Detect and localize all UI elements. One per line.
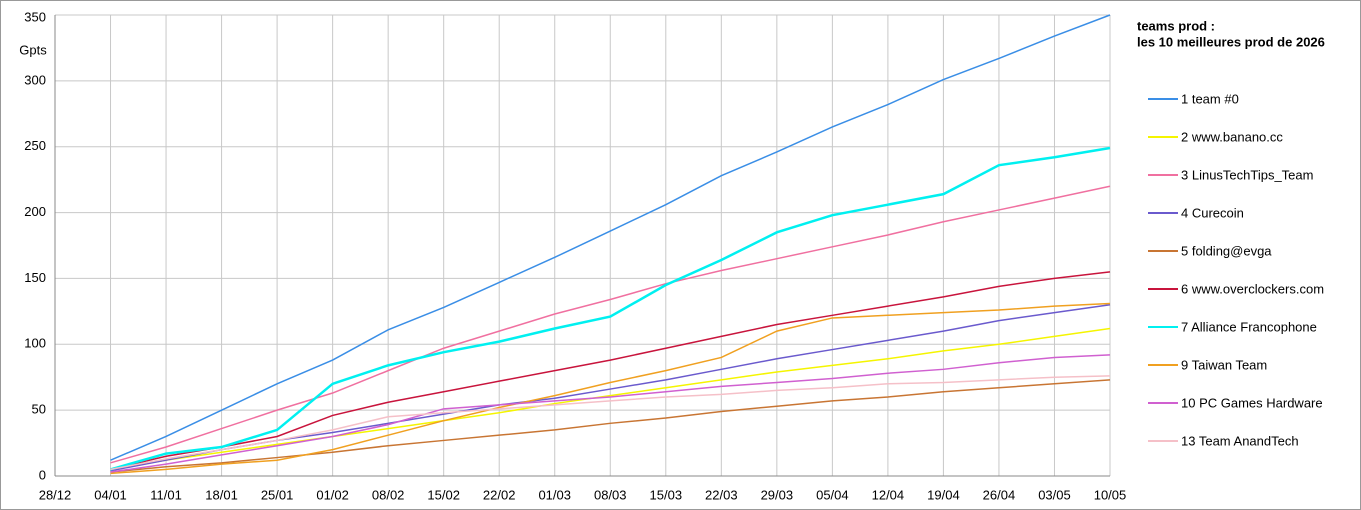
legend-label: 3 LinusTechTips_Team xyxy=(1181,167,1313,182)
legend-label: 13 Team AnandTech xyxy=(1181,433,1299,448)
x-tick-label: 25/01 xyxy=(261,487,294,502)
chart-subtitle: les 10 meilleures prod de 2026 xyxy=(1137,34,1325,49)
y-tick-label: 300 xyxy=(24,72,46,87)
x-tick-label: 18/01 xyxy=(205,487,238,502)
y-tick-label: 0 xyxy=(39,467,46,482)
x-tick-label: 08/03 xyxy=(594,487,627,502)
x-tick-label: 22/02 xyxy=(483,487,516,502)
y-tick-label: 250 xyxy=(24,138,46,153)
legend-label: 1 team #0 xyxy=(1181,91,1239,106)
x-tick-label: 04/01 xyxy=(94,487,127,502)
x-tick-label: 29/03 xyxy=(761,487,794,502)
series-line xyxy=(110,185,1111,464)
legend-label: 10 PC Games Hardware xyxy=(1181,395,1323,410)
series-line xyxy=(110,302,1111,475)
y-axis-label: Gpts xyxy=(19,42,47,57)
y-tick-label: 50 xyxy=(32,402,46,417)
x-tick-label: 22/03 xyxy=(705,487,738,502)
x-tick-label: 10/05 xyxy=(1094,487,1127,502)
x-tick-label: 15/03 xyxy=(650,487,683,502)
y-tick-label: 350 xyxy=(24,9,46,24)
legend-label: 6 www.overclockers.com xyxy=(1181,281,1324,296)
x-tick-label: 19/04 xyxy=(927,487,960,502)
series-line xyxy=(110,146,1111,471)
x-tick-label: 28/12 xyxy=(39,487,72,502)
series-line xyxy=(110,354,1111,473)
series-line xyxy=(110,375,1111,471)
legend-label: 5 folding@evga xyxy=(1181,243,1272,258)
x-tick-label: 01/02 xyxy=(316,487,349,502)
legend-label: 2 www.banano.cc xyxy=(1181,129,1283,144)
x-tick-label: 26/04 xyxy=(983,487,1016,502)
legend-label: 9 Taiwan Team xyxy=(1181,357,1267,372)
chart-title: teams prod : xyxy=(1137,18,1215,33)
series-line xyxy=(110,271,1111,471)
series-line xyxy=(110,327,1111,471)
y-tick-label: 200 xyxy=(24,204,46,219)
series-line xyxy=(110,14,1111,461)
x-tick-label: 05/04 xyxy=(816,487,849,502)
y-tick-label: 100 xyxy=(24,336,46,351)
series-line xyxy=(110,379,1111,473)
legend-label: 7 Alliance Francophone xyxy=(1181,319,1317,334)
x-tick-label: 01/03 xyxy=(538,487,571,502)
x-tick-label: 15/02 xyxy=(427,487,460,502)
x-tick-label: 11/01 xyxy=(150,487,182,502)
y-tick-label: 150 xyxy=(24,270,46,285)
x-tick-label: 08/02 xyxy=(372,487,405,502)
legend-label: 4 Curecoin xyxy=(1181,205,1244,220)
x-tick-label: 03/05 xyxy=(1038,487,1071,502)
x-tick-label: 12/04 xyxy=(872,487,905,502)
